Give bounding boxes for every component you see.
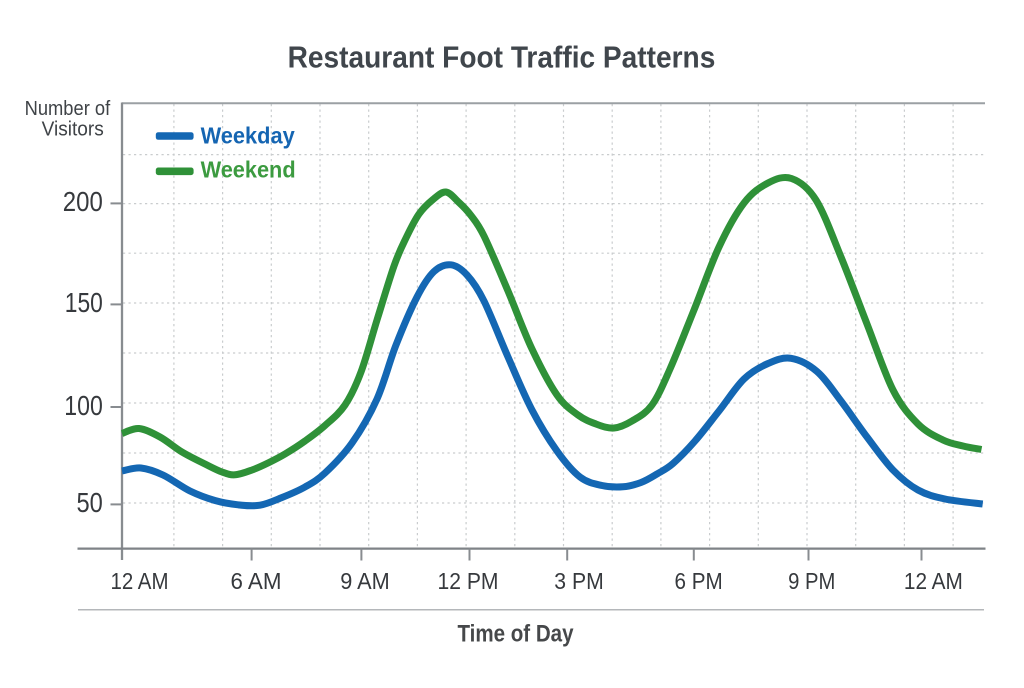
svg-text:Time of Day: Time of Day	[458, 620, 574, 647]
svg-text:3 PM: 3 PM	[554, 568, 603, 594]
svg-text:Weekend: Weekend	[201, 156, 296, 182]
svg-text:6 PM: 6 PM	[675, 568, 723, 594]
svg-text:150: 150	[65, 287, 103, 318]
svg-text:9 PM: 9 PM	[788, 568, 835, 594]
svg-text:50: 50	[77, 487, 103, 518]
svg-text:100: 100	[64, 390, 103, 421]
svg-text:12 PM: 12 PM	[438, 568, 499, 594]
svg-text:12 AM: 12 AM	[904, 568, 963, 594]
svg-text:Restaurant Foot Traffic Patter: Restaurant Foot Traffic Patterns	[288, 40, 716, 74]
svg-text:6 AM: 6 AM	[231, 568, 282, 594]
svg-text:Visitors: Visitors	[42, 119, 104, 141]
svg-text:9 AM: 9 AM	[340, 568, 390, 594]
svg-text:Weekday: Weekday	[201, 123, 295, 149]
svg-text:12 AM: 12 AM	[111, 568, 169, 594]
svg-text:200: 200	[63, 186, 103, 217]
svg-text:Number of: Number of	[25, 98, 111, 120]
